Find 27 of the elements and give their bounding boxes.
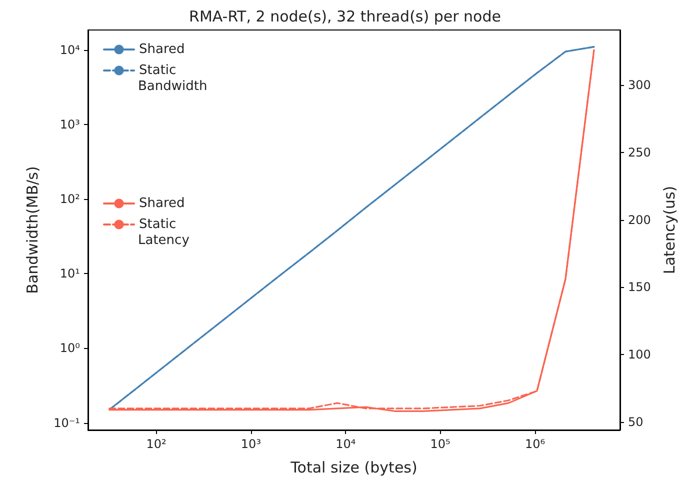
y2-tick-label: 300 <box>628 78 651 92</box>
y2-tick-label: 100 <box>628 348 651 362</box>
x-tick-label: 10⁴ <box>336 437 356 451</box>
x-tick-label: 10⁶ <box>524 437 546 451</box>
y-axis-title: Bandwidth(MB/s) <box>24 166 42 294</box>
y-tick-label: 10² <box>60 192 80 206</box>
x-tick-label: 10⁵ <box>430 437 451 451</box>
x-tick-label: 10³ <box>240 437 262 451</box>
legend-label: Static <box>139 63 176 78</box>
y-tick-label: 10⁰ <box>60 341 80 356</box>
y2-tick-label: 250 <box>628 146 651 160</box>
y2-tick-label: 200 <box>628 212 651 227</box>
legend-label: Shared <box>139 196 185 211</box>
x-axis-title: Total size (bytes) <box>290 458 418 476</box>
y-tick-label: 10⁻¹ <box>54 416 80 430</box>
y-tick-label: 10³ <box>60 117 80 132</box>
legend-label: Static <box>139 217 176 232</box>
y2-tick-label: 50 <box>628 414 644 429</box>
legend-label: Shared <box>139 42 185 57</box>
chart-title: RMA-RT, 2 node(s), 32 thread(s) per node <box>189 8 501 26</box>
y2-axis-title: Latency(us) <box>660 186 678 274</box>
x-tick-label: 10² <box>146 437 167 451</box>
annotation: Bandwidth <box>138 79 208 94</box>
annotation: Latency <box>138 233 190 248</box>
y-tick-label: 10¹ <box>60 266 80 281</box>
y2-tick-label: 150 <box>628 280 651 294</box>
y-tick-label: 10⁴ <box>60 42 80 57</box>
